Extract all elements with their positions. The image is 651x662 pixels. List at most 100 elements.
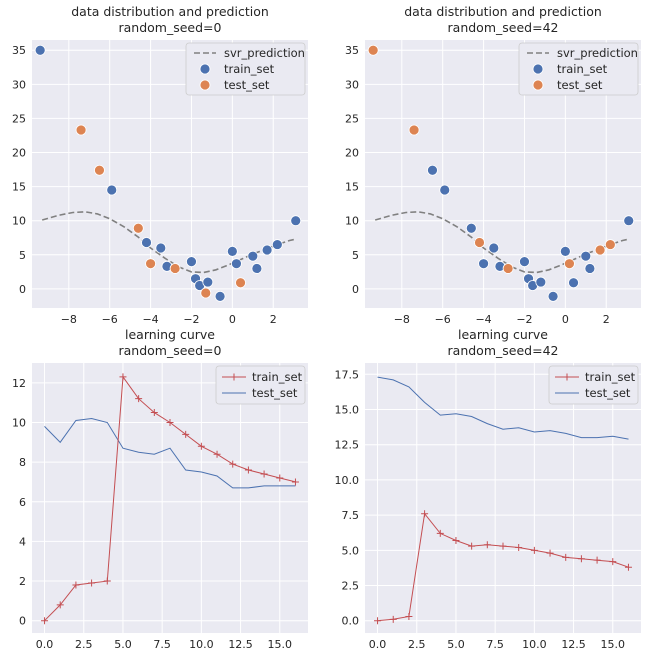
y-tick-label: 15 [345, 181, 359, 194]
y-tick-label: 35 [12, 44, 26, 57]
x-tick-label: 2.5 [75, 638, 93, 651]
legend-swatch-train [532, 63, 544, 75]
chart-title: learning curve [458, 327, 548, 342]
chart-title: data distribution and prediction [404, 4, 602, 19]
test-set-line [377, 376, 629, 440]
x-tick-label: 12.5 [228, 638, 253, 651]
train-point [427, 164, 438, 176]
x-tick-label: −4 [142, 313, 158, 326]
y-tick-label: 10.0 [335, 474, 360, 487]
y-tick-label: 2 [19, 575, 26, 588]
train-marker [546, 549, 554, 557]
chart-panel-3: 0.0 2.5 5.0 7.5 10.0 12.5 15.0 0 2 4 6 8 10 12 learnin… [12, 327, 308, 651]
test-point [594, 244, 606, 256]
train-marker [103, 577, 111, 585]
y-tick-label: 15 [12, 181, 26, 194]
y-tick-label: 6 [19, 496, 26, 509]
train-marker [562, 553, 570, 561]
legend-box [215, 365, 306, 405]
train-marker [229, 460, 237, 468]
y-tick-label: 5 [352, 249, 359, 262]
train-point [535, 276, 547, 288]
train-marker [260, 470, 268, 478]
legend-label: train_set [252, 370, 303, 384]
y-tick-label: 8 [19, 456, 26, 469]
legend-label: train_set [557, 62, 608, 76]
y-tick-label: 12 [12, 377, 26, 390]
legend-label: train_set [224, 62, 275, 76]
x-tick-label: −6 [102, 313, 118, 326]
train-marker [135, 395, 143, 403]
train-point [584, 263, 596, 274]
legend: train_set test_set [215, 365, 306, 405]
x-tick-label: −8 [61, 313, 77, 326]
train-marker [197, 442, 205, 450]
y-tick-label: 25 [12, 112, 26, 125]
test-point [564, 258, 575, 270]
y-tick-label: 12.5 [335, 439, 360, 452]
x-tick-label: 2.5 [408, 638, 426, 651]
train-point [226, 245, 238, 257]
train-point [261, 244, 273, 256]
test-point [132, 222, 144, 234]
x-tick-label: −4 [475, 313, 491, 326]
chart-subtitle: random_seed=0 [119, 20, 222, 35]
y-tick-label: 10 [12, 416, 26, 429]
x-tick-label: −8 [394, 313, 410, 326]
train-marker [150, 409, 158, 417]
legend: svr_prediction train_set test_set [518, 42, 639, 96]
train-point [580, 250, 592, 262]
legend-swatch-train [199, 63, 211, 75]
test-set-line [44, 417, 296, 489]
test-point [367, 44, 379, 56]
test-point [75, 124, 87, 136]
test-point [169, 263, 181, 274]
legend-label: test_set [557, 78, 603, 92]
x-tick-label: 5.0 [114, 638, 132, 651]
train-point [547, 291, 559, 302]
train-point [478, 258, 489, 270]
y-tick-label: 0 [352, 283, 359, 296]
train-point [271, 239, 283, 250]
chart-subtitle: random_seed=42 [448, 20, 559, 35]
test-point [235, 277, 246, 289]
train-point [214, 291, 226, 302]
test-point [604, 239, 616, 250]
legend: train_set test_set [548, 365, 639, 405]
x-tick-label: −2 [516, 313, 532, 326]
train-point [488, 242, 500, 254]
train-marker [530, 546, 538, 554]
train-marker [593, 556, 601, 564]
x-tick-label: 15.0 [268, 638, 293, 651]
y-tick-label: 7.5 [342, 509, 360, 522]
x-tick-label: 7.5 [153, 638, 171, 651]
train-point [519, 256, 530, 268]
legend-box [548, 365, 639, 405]
train-point [106, 184, 118, 196]
legend-box [185, 42, 306, 96]
x-tick-label: 0.0 [36, 638, 54, 651]
x-tick-label: 5.0 [447, 638, 465, 651]
train-marker [515, 544, 523, 552]
train-point [141, 237, 152, 248]
train-marker [421, 510, 429, 518]
train-marker [72, 581, 80, 589]
train-marker [452, 536, 460, 544]
train-point [247, 250, 259, 262]
train-marker [88, 579, 96, 587]
train-marker [468, 542, 476, 550]
legend-label: train_set [585, 370, 636, 384]
train-marker [291, 478, 299, 486]
y-tick-label: 4 [19, 535, 26, 548]
chart-title: data distribution and prediction [71, 4, 269, 19]
train-marker [483, 541, 491, 549]
train-point [559, 245, 571, 257]
y-tick-label: 15.0 [335, 403, 360, 416]
y-tick-label: 20 [345, 147, 359, 160]
legend-box [518, 42, 639, 96]
train-point [34, 44, 46, 56]
y-tick-label: 5 [19, 249, 26, 262]
test-point [94, 164, 105, 176]
